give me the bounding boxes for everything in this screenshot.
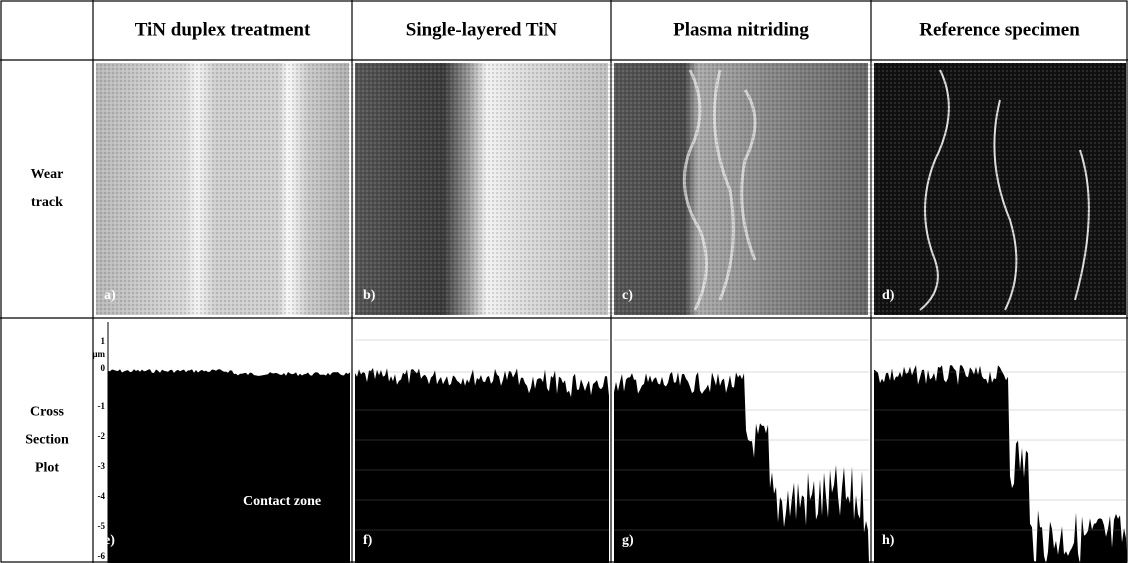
row-label: Wear: [31, 167, 64, 182]
y-tick-label: -3: [98, 461, 106, 471]
y-tick-label: 0: [101, 363, 106, 373]
panel-label: b): [363, 288, 376, 303]
column-header: TiN duplex treatment: [135, 19, 311, 40]
y-tick-label: µm: [92, 349, 105, 359]
panel-label: f): [363, 533, 373, 548]
column-header: Reference specimen: [919, 19, 1080, 40]
row-label: track: [31, 195, 63, 210]
column-header: Plasma nitriding: [673, 19, 809, 40]
panel-label: e): [104, 533, 115, 548]
y-tick-label: -5: [98, 521, 106, 531]
profile: [874, 365, 1127, 563]
y-tick-label: -4: [98, 491, 106, 501]
profile: [355, 368, 609, 563]
annotation: Contact zone: [243, 494, 321, 509]
column-header: Single-layered TiN: [406, 19, 558, 40]
panel-label: g): [622, 533, 634, 548]
row-label: Cross: [30, 405, 65, 420]
profile: [614, 372, 869, 563]
panel-label: h): [882, 533, 895, 548]
row-label: Plot: [35, 461, 59, 476]
y-tick-label: -2: [98, 431, 106, 441]
y-tick-label: -6: [98, 551, 106, 561]
row-label: Section: [25, 433, 69, 448]
cross-section-plots: [107, 322, 1127, 563]
panel-label: c): [622, 288, 633, 303]
wear-track-images: [96, 63, 1126, 315]
panel-label: d): [882, 288, 895, 303]
y-tick-label: 1: [101, 336, 106, 346]
panel-label: a): [104, 288, 116, 303]
profile: [108, 369, 350, 563]
y-tick-label: -1: [98, 401, 106, 411]
